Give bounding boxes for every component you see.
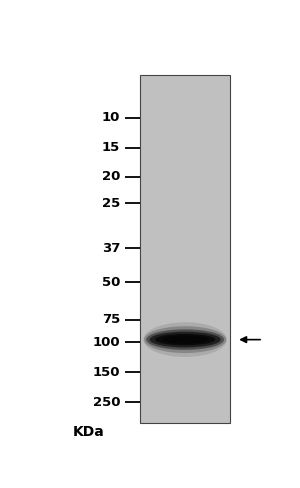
Text: 25: 25: [102, 197, 120, 210]
Text: 10: 10: [102, 111, 120, 124]
Text: 20: 20: [102, 170, 120, 183]
Text: KDa: KDa: [73, 425, 104, 439]
Ellipse shape: [150, 332, 221, 347]
FancyBboxPatch shape: [140, 76, 230, 423]
Ellipse shape: [162, 336, 208, 344]
Ellipse shape: [143, 322, 227, 357]
Ellipse shape: [146, 329, 224, 350]
Text: 250: 250: [92, 396, 120, 409]
Ellipse shape: [144, 326, 226, 353]
Text: 75: 75: [102, 313, 120, 326]
Text: 150: 150: [92, 366, 120, 379]
Text: 50: 50: [102, 276, 120, 288]
Text: 37: 37: [102, 242, 120, 255]
Text: 15: 15: [102, 142, 120, 155]
Ellipse shape: [155, 334, 215, 346]
Text: 100: 100: [92, 336, 120, 349]
